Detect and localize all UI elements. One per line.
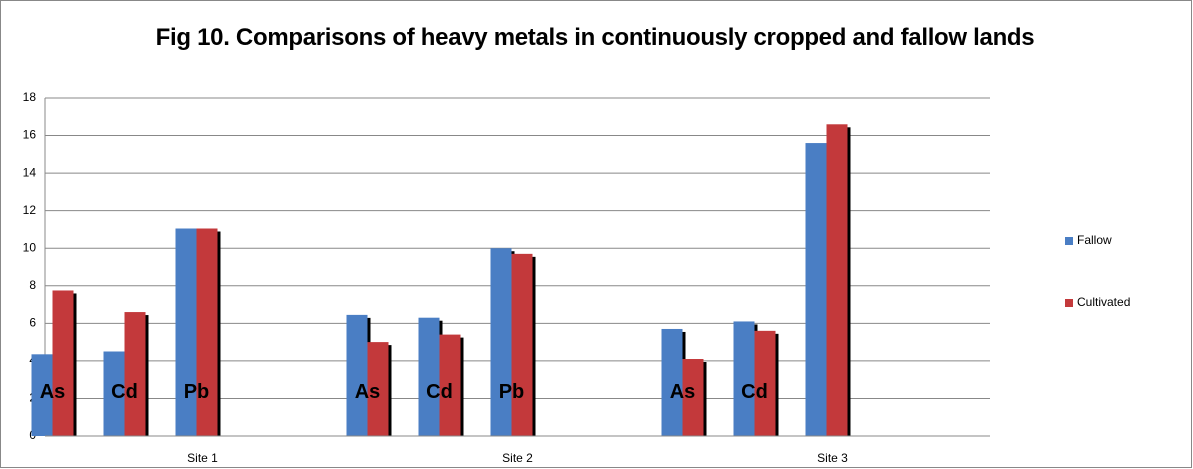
bar (103, 351, 125, 436)
bar (733, 321, 755, 436)
bar-category-label: Cd (741, 381, 768, 403)
bar-category-label: As (40, 381, 66, 403)
bar (31, 354, 53, 436)
y-tick-label: 16 (23, 128, 37, 142)
bar (754, 330, 776, 436)
legend-label: Fallow (1077, 233, 1112, 247)
y-tick-label: 12 (23, 203, 37, 217)
bar (439, 334, 461, 436)
bar (346, 314, 368, 436)
x-tick-label: Site 1 (187, 451, 218, 465)
bar (661, 328, 683, 436)
bar (490, 248, 512, 436)
bar-category-label: As (670, 381, 696, 403)
y-tick-label: 10 (23, 240, 37, 254)
bar (826, 124, 848, 437)
bar (367, 342, 389, 436)
bar-category-label: Cd (426, 381, 453, 403)
bar (511, 253, 533, 436)
bar (52, 290, 74, 436)
legend-swatch (1065, 237, 1073, 245)
bar-category-label: As (355, 381, 381, 403)
y-tick-label: 14 (23, 165, 37, 179)
bar (418, 317, 440, 436)
bar-category-label: Pb (184, 381, 210, 403)
bar (682, 359, 704, 436)
y-tick-label: 18 (23, 90, 37, 104)
bar-category-label: Cd (111, 381, 138, 403)
chart-title: Fig 10. Comparisons of heavy metals in c… (155, 24, 1035, 51)
legend-swatch (1065, 299, 1073, 307)
bar (175, 228, 197, 436)
bar (196, 228, 218, 436)
x-tick-label: Site 3 (817, 451, 848, 465)
bar-category-label: Pb (499, 381, 525, 403)
y-tick-label: 6 (29, 316, 36, 330)
x-tick-label: Site 2 (502, 451, 533, 465)
bar (124, 312, 146, 436)
bar (805, 143, 827, 437)
legend-label: Cultivated (1077, 295, 1130, 309)
y-tick-label: 8 (29, 278, 36, 292)
